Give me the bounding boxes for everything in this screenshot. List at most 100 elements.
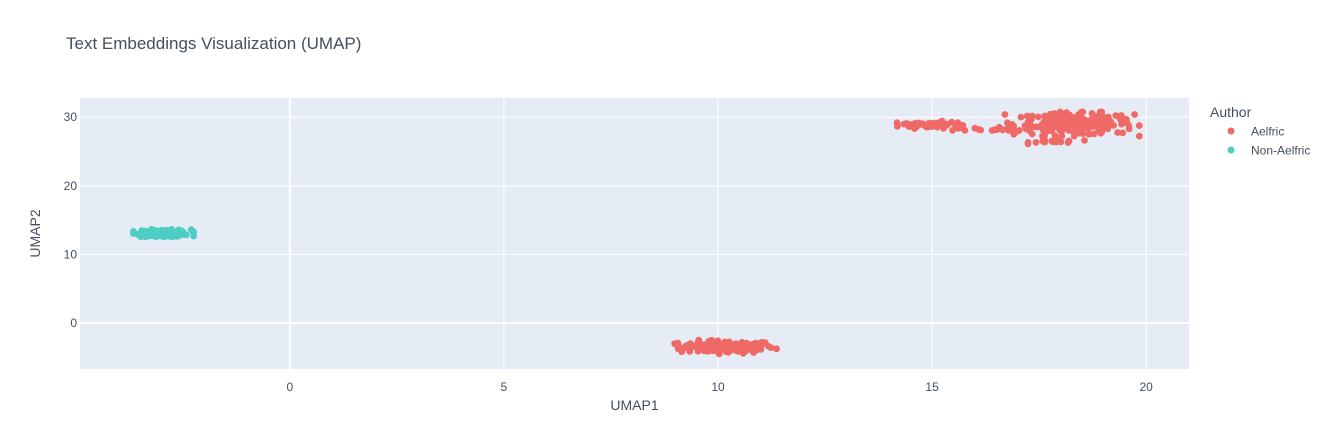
data-point[interactable] — [130, 229, 137, 237]
data-point[interactable] — [954, 119, 962, 127]
data-point[interactable] — [767, 344, 775, 352]
data-point[interactable] — [1028, 112, 1036, 120]
data-point[interactable] — [1076, 117, 1084, 124]
data-point[interactable] — [893, 119, 901, 127]
data-point[interactable] — [1119, 129, 1126, 137]
data-point[interactable] — [1051, 113, 1058, 121]
data-point[interactable] — [1114, 112, 1122, 120]
data-point[interactable] — [159, 227, 167, 235]
data-point[interactable] — [1089, 122, 1097, 130]
data-point[interactable] — [1135, 132, 1143, 140]
data-point[interactable] — [146, 228, 154, 235]
data-point[interactable] — [1041, 112, 1049, 120]
legend-item-non-aelfric[interactable]: Non-Aelfric — [1227, 144, 1311, 158]
data-point[interactable] — [1024, 140, 1032, 148]
data-point[interactable] — [155, 231, 163, 239]
legend: Author Aelfric Non-Aelfric — [1210, 104, 1310, 158]
data-point[interactable] — [1065, 137, 1073, 145]
data-point[interactable] — [748, 345, 756, 353]
data-point[interactable] — [671, 340, 679, 348]
data-point[interactable] — [1004, 125, 1011, 133]
data-point[interactable] — [1081, 137, 1088, 144]
data-point[interactable] — [1085, 130, 1093, 138]
data-point[interactable] — [773, 345, 780, 353]
data-point[interactable] — [995, 125, 1002, 133]
data-point[interactable] — [1114, 129, 1122, 136]
chart-title: Text Embeddings Visualization (UMAP) — [66, 34, 361, 53]
data-point[interactable] — [903, 120, 910, 127]
data-point[interactable] — [1001, 111, 1009, 118]
data-point[interactable] — [734, 346, 741, 354]
data-point[interactable] — [911, 125, 918, 132]
data-point[interactable] — [971, 124, 979, 132]
x-tick-label: 5 — [501, 380, 508, 394]
data-point[interactable] — [1059, 123, 1067, 130]
data-point[interactable] — [949, 126, 956, 134]
data-point[interactable] — [140, 230, 148, 238]
data-point[interactable] — [695, 336, 703, 344]
data-point[interactable] — [988, 127, 996, 134]
data-point[interactable] — [753, 340, 760, 348]
data-point[interactable] — [1131, 111, 1138, 118]
data-point[interactable] — [1053, 138, 1060, 146]
data-point[interactable] — [1010, 130, 1018, 138]
data-point[interactable] — [725, 348, 732, 356]
data-point[interactable] — [1135, 122, 1143, 129]
data-point[interactable] — [1041, 128, 1049, 136]
data-point[interactable] — [1125, 125, 1133, 133]
data-point[interactable] — [725, 339, 732, 347]
data-point[interactable] — [1062, 117, 1070, 125]
data-point[interactable] — [1034, 123, 1041, 131]
data-point[interactable] — [1104, 122, 1111, 129]
data-point[interactable] — [917, 120, 925, 128]
data-point[interactable] — [686, 348, 694, 355]
data-point[interactable] — [741, 342, 748, 349]
data-point[interactable] — [179, 229, 187, 236]
data-point[interactable] — [1048, 126, 1055, 133]
x-tick-label: 10 — [711, 380, 725, 394]
series-aelfric[interactable] — [671, 108, 1143, 358]
data-point[interactable] — [938, 117, 946, 125]
data-point[interactable] — [1099, 116, 1106, 124]
data-point[interactable] — [1079, 108, 1087, 116]
data-point[interactable] — [187, 226, 195, 234]
data-point[interactable] — [1063, 109, 1070, 116]
data-point[interactable] — [926, 121, 934, 129]
y-tick-label: 0 — [70, 316, 77, 330]
x-tick-label: 20 — [1140, 380, 1154, 394]
data-point[interactable] — [718, 340, 725, 348]
data-point[interactable] — [1032, 139, 1040, 146]
y-tick-label: 20 — [64, 179, 78, 193]
tick-labels: 0 5 10 15 20 0 10 20 30 — [64, 110, 1154, 394]
data-point[interactable] — [1039, 122, 1047, 130]
data-point[interactable] — [1015, 126, 1023, 134]
data-point[interactable] — [1095, 125, 1103, 133]
data-point[interactable] — [1072, 124, 1079, 132]
data-point[interactable] — [1123, 119, 1131, 127]
data-point[interactable] — [961, 126, 969, 134]
series-non-aelfric[interactable] — [130, 226, 198, 241]
y-tick-label: 30 — [64, 110, 78, 124]
data-point[interactable] — [1034, 113, 1042, 121]
data-point[interactable] — [704, 344, 711, 352]
data-point[interactable] — [1083, 118, 1091, 125]
data-point[interactable] — [1024, 118, 1032, 126]
x-axis-label: UMAP1 — [610, 397, 658, 413]
data-point[interactable] — [1017, 113, 1025, 121]
legend-title: Author — [1210, 104, 1252, 120]
data-point[interactable] — [716, 347, 724, 355]
legend-item-aelfric[interactable]: Aelfric — [1227, 125, 1285, 139]
data-point[interactable] — [1093, 113, 1100, 120]
y-tick-label: 10 — [64, 247, 78, 261]
data-point[interactable] — [678, 348, 686, 356]
data-point[interactable] — [1076, 129, 1084, 137]
data-point[interactable] — [954, 124, 962, 132]
data-point[interactable] — [1090, 130, 1098, 138]
data-point[interactable] — [1040, 138, 1048, 145]
data-point[interactable] — [758, 339, 766, 346]
data-point[interactable] — [169, 229, 177, 237]
data-points[interactable] — [130, 108, 1143, 358]
legend-label-non-aelfric: Non-Aelfric — [1251, 144, 1310, 158]
